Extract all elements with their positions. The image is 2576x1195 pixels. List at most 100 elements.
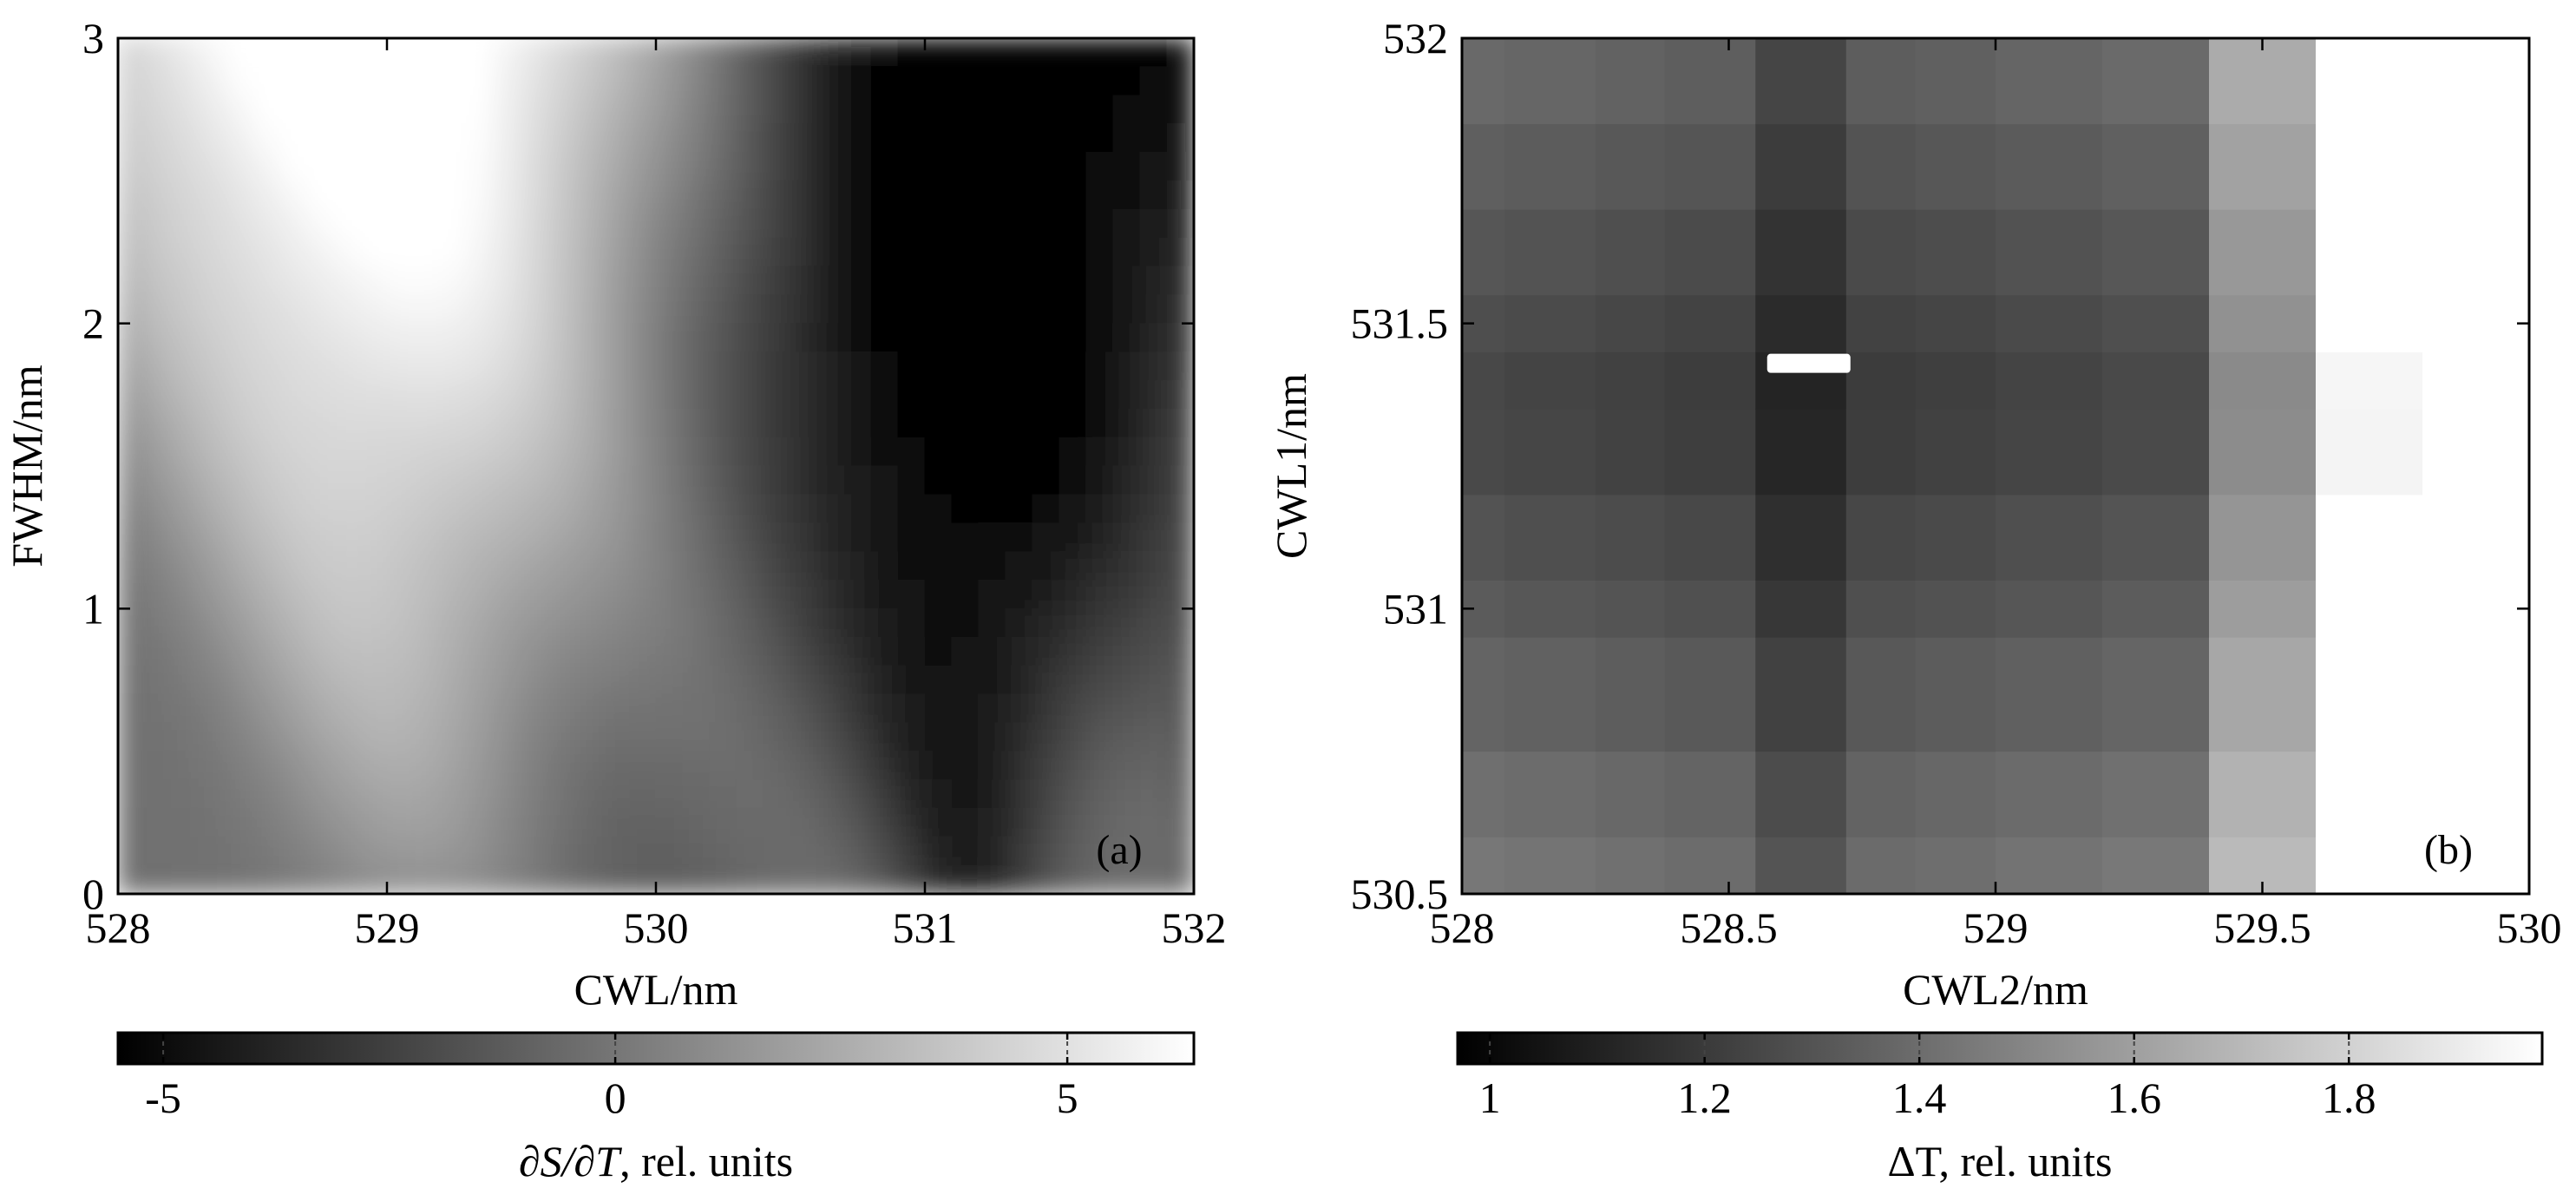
- heatmap-a-cell: [709, 693, 737, 724]
- heatmap-a-cell: [144, 437, 173, 467]
- heatmap-a-cell: [279, 95, 307, 125]
- heatmap-a-cell: [171, 266, 200, 296]
- heatmap-a-cell: [574, 323, 603, 353]
- heatmap-a-cell: [521, 379, 549, 410]
- heatmap-b-cell: [1595, 351, 1666, 410]
- heatmap-a: [118, 38, 1194, 894]
- heatmap-a-cell: [144, 180, 173, 210]
- heatmap-a-cell: [897, 351, 926, 381]
- heatmap-a-cell: [1059, 494, 1087, 524]
- heatmap-b-cell: [2316, 637, 2423, 752]
- heatmap-a-cell: [440, 551, 469, 581]
- heatmap-a-cell: [1059, 722, 1087, 752]
- heatmap-a-cell: [1005, 66, 1033, 96]
- heatmap-a-cell: [144, 294, 173, 325]
- heatmap-a-cell: [951, 323, 980, 353]
- heatmap-a-cell: [574, 351, 603, 381]
- x-tick-label: 532: [1162, 903, 1227, 952]
- heatmap-a-cell: [305, 607, 334, 638]
- heatmap-a-cell: [171, 123, 200, 153]
- heatmap-a-cell: [628, 38, 657, 68]
- heatmap-a-cell: [332, 408, 361, 438]
- heatmap-a-cell: [1032, 665, 1060, 695]
- heatmap-a-cell: [494, 266, 522, 296]
- heatmap-a-cell: [709, 636, 737, 666]
- heatmap-a-cell: [601, 864, 630, 894]
- heatmap-a-cell: [1139, 465, 1168, 496]
- heatmap-a-cell: [467, 693, 495, 724]
- heatmap-a-cell: [305, 437, 334, 467]
- heatmap-a-cell: [252, 836, 280, 866]
- heatmap-a-cell: [440, 351, 469, 381]
- heatmap-a-cell: [897, 266, 926, 296]
- heatmap-a-cell: [1139, 266, 1168, 296]
- heatmap-a-cell: [494, 607, 522, 638]
- heatmap-a-cell: [1059, 437, 1087, 467]
- heatmap-a-cell: [897, 522, 926, 553]
- heatmap-a-cell: [359, 722, 388, 752]
- x-tick-label: 530: [2497, 903, 2562, 952]
- heatmap-a-cell: [897, 151, 926, 181]
- heatmap-a-cell: [440, 38, 469, 68]
- heatmap-a-cell: [279, 807, 307, 837]
- heatmap-a-cell: [252, 208, 280, 239]
- heatmap-a-cell: [279, 551, 307, 581]
- heatmap-a-cell: [870, 208, 899, 239]
- heatmap-a-cell: [843, 522, 872, 553]
- heatmap-a-cell: [467, 379, 495, 410]
- heatmap-b-cell: [1595, 580, 1666, 638]
- heatmap-a-cell: [198, 636, 226, 666]
- heatmap-a-cell: [763, 551, 791, 581]
- heatmap-b-cell: [1664, 123, 1756, 210]
- heatmap-a-cell: [951, 123, 980, 153]
- heatmap-a-cell: [736, 351, 764, 381]
- heatmap-b-cell: [2209, 209, 2317, 296]
- heatmap-a-cell: [1139, 836, 1168, 866]
- heatmap-a-cell: [386, 437, 415, 467]
- x-tick-label: 528.5: [1680, 903, 1778, 952]
- heatmap-a-cell: [225, 208, 253, 239]
- heatmap-a-cell: [386, 693, 415, 724]
- heatmap-a-cell: [521, 437, 549, 467]
- heatmap-a-cell: [198, 66, 226, 96]
- heatmap-a-cell: [816, 722, 845, 752]
- heatmap-a-cell: [359, 379, 388, 410]
- heatmap-a-cell: [601, 294, 630, 325]
- heatmap-a-cell: [1032, 208, 1060, 239]
- heatmap-a-cell: [171, 379, 200, 410]
- heatmap-b-cell: [1504, 123, 1596, 210]
- heatmap-a-cell: [682, 551, 711, 581]
- heatmap-a-cell: [843, 237, 872, 267]
- heatmap-a-cell: [1005, 123, 1033, 153]
- heatmap-a-cell: [547, 693, 576, 724]
- heatmap-a-cell: [1166, 494, 1194, 524]
- heatmap-a-cell: [709, 494, 737, 524]
- heatmap-a-cell: [736, 722, 764, 752]
- heatmap-b-cell: [1845, 38, 1917, 125]
- heatmap-a-cell: [574, 66, 603, 96]
- heatmap-a-cell: [118, 722, 146, 752]
- heatmap-a-cell: [118, 38, 146, 68]
- heatmap-a-cell: [225, 665, 253, 695]
- heatmap-a-cell: [736, 66, 764, 96]
- heatmap-a-cell: [655, 180, 684, 210]
- heatmap-a-cell: [790, 522, 818, 553]
- heatmap-a-cell: [198, 779, 226, 809]
- heatmap-a-cell: [332, 237, 361, 267]
- heatmap-b-cell: [2102, 580, 2210, 638]
- y-tick-label: 531: [1383, 584, 1448, 633]
- heatmap-a-cell: [198, 607, 226, 638]
- heatmap-a-cell: [413, 180, 442, 210]
- heatmap-a-cell: [574, 665, 603, 695]
- heatmap-a-cell: [198, 294, 226, 325]
- heatmap-a-cell: [332, 779, 361, 809]
- heatmap-a-cell: [574, 836, 603, 866]
- heatmap-a-cell: [494, 151, 522, 181]
- heatmap-a-cell: [951, 551, 980, 581]
- heatmap-a-cell: [547, 323, 576, 353]
- heatmap-a-cell: [521, 607, 549, 638]
- heatmap-a-cell: [332, 807, 361, 837]
- heatmap-a-cell: [440, 864, 469, 894]
- heatmap-a-cell: [1166, 722, 1194, 752]
- heatmap-b: [1462, 38, 2529, 894]
